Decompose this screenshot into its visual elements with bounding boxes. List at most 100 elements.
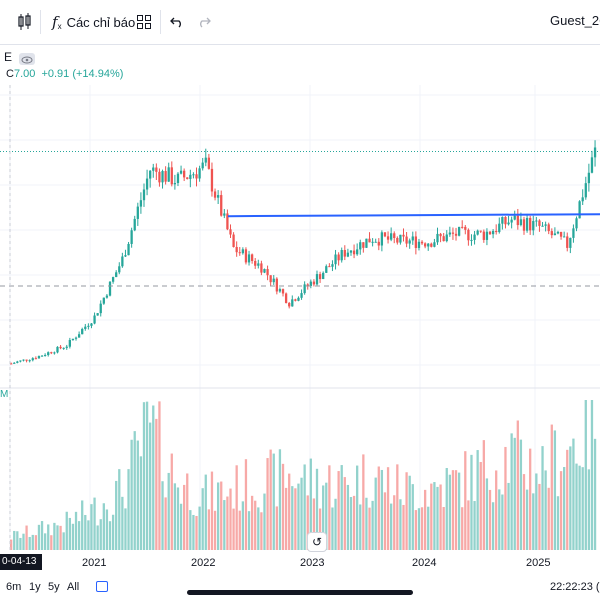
volume-bar: [439, 484, 442, 550]
reset-chart-button[interactable]: ↺: [307, 532, 327, 552]
volume-bar: [482, 440, 485, 550]
volume-bar: [121, 496, 124, 550]
menu-icon[interactable]: [0, 12, 6, 32]
range-1y[interactable]: 1y: [29, 581, 41, 593]
volume-bar: [377, 466, 380, 550]
candle-body: [309, 281, 312, 287]
volume-bar: [569, 446, 572, 550]
candle-body: [161, 171, 164, 183]
candle-body: [257, 263, 260, 266]
calendar-icon[interactable]: [96, 581, 108, 592]
separator: [160, 10, 161, 34]
redo-icon[interactable]: [197, 12, 211, 32]
volume-bar: [31, 534, 34, 550]
candle-body: [423, 243, 427, 247]
volume-bar: [454, 470, 458, 550]
trendline: [227, 213, 600, 218]
volume-bar: [28, 536, 31, 550]
volume-bar: [192, 514, 195, 550]
volume-bar: [538, 483, 541, 550]
volume-bar: [541, 446, 544, 550]
candle-body: [47, 352, 50, 356]
volume-bar: [374, 477, 377, 550]
range-5y[interactable]: 5y: [48, 581, 60, 593]
separator: [40, 10, 41, 34]
candle-body: [325, 266, 328, 273]
volume-bar: [423, 489, 427, 550]
volume-bar: [229, 488, 232, 550]
volume-bar: [269, 449, 272, 550]
candle-body: [467, 229, 470, 241]
volume-bar: [312, 498, 316, 550]
volume-bar: [420, 507, 424, 550]
candle-body: [192, 174, 195, 176]
candle-body: [37, 356, 41, 359]
range-all[interactable]: All: [67, 581, 80, 593]
volume-bar: [254, 500, 257, 550]
volume-bar: [294, 488, 297, 550]
candle-body: [235, 246, 238, 253]
visibility-toggle[interactable]: [19, 53, 35, 65]
volume-bar: [445, 468, 448, 550]
candle-body: [10, 363, 13, 365]
candle-body: [371, 241, 374, 243]
candle-body: [81, 328, 84, 335]
volume-bar: [525, 489, 529, 550]
candle-body: [393, 233, 396, 238]
refresh-icon: ↺: [311, 535, 323, 549]
candle-body: [136, 206, 139, 219]
volume-bar: [59, 525, 62, 550]
candle-body: [479, 230, 482, 232]
candle-body: [167, 167, 170, 182]
candle-body: [541, 225, 544, 227]
candle-body: [142, 189, 146, 201]
candle-body: [216, 195, 220, 198]
volume-bar: [266, 458, 269, 550]
symbol-name[interactable]: E: [4, 50, 13, 64]
candle-body: [334, 254, 337, 265]
volume-bar: [115, 480, 118, 550]
layout-grid-icon[interactable]: [137, 12, 151, 32]
candle-body: [430, 243, 433, 247]
user-name[interactable]: Guest_269: [550, 13, 600, 28]
undo-icon[interactable]: [170, 12, 184, 32]
volume-bar: [195, 515, 198, 550]
candle-body: [399, 234, 402, 243]
volume-bar: [84, 514, 87, 550]
candle-body: [553, 233, 557, 236]
price-chart[interactable]: [0, 45, 600, 555]
volume-bar: [349, 497, 353, 550]
volume-bar: [433, 482, 436, 550]
candle-body: [16, 361, 19, 363]
candle-body: [436, 233, 439, 243]
x-axis-label: 2025: [526, 557, 551, 569]
volume-bar: [352, 495, 356, 550]
volume-bar: [139, 456, 143, 550]
volume-bar: [303, 464, 306, 550]
volume-bar: [25, 525, 28, 550]
candle-body: [96, 313, 99, 316]
volume-bar: [504, 446, 507, 550]
volume-bar: [411, 484, 414, 550]
volume-bar: [111, 514, 115, 550]
candle-body: [559, 231, 563, 237]
volume-bar: [464, 451, 467, 550]
candle-body: [275, 278, 278, 292]
volume-bar: [65, 511, 68, 550]
candle-style-icon[interactable]: [18, 12, 32, 32]
candle-body: [244, 249, 248, 263]
volume-bar: [402, 504, 405, 550]
volume-bar: [288, 473, 291, 550]
range-6m[interactable]: 6m: [6, 581, 22, 593]
volume-bar: [461, 507, 464, 550]
volume-bar: [204, 474, 207, 550]
crosshair-date-tag: 0-04-13: [0, 554, 42, 570]
candle-body: [374, 241, 377, 243]
volume-bar: [470, 454, 473, 550]
volume-bar: [519, 439, 523, 550]
volume-bar: [176, 487, 180, 550]
volume-bar: [99, 519, 102, 550]
candle-body: [488, 231, 492, 235]
candle-body: [278, 289, 282, 292]
